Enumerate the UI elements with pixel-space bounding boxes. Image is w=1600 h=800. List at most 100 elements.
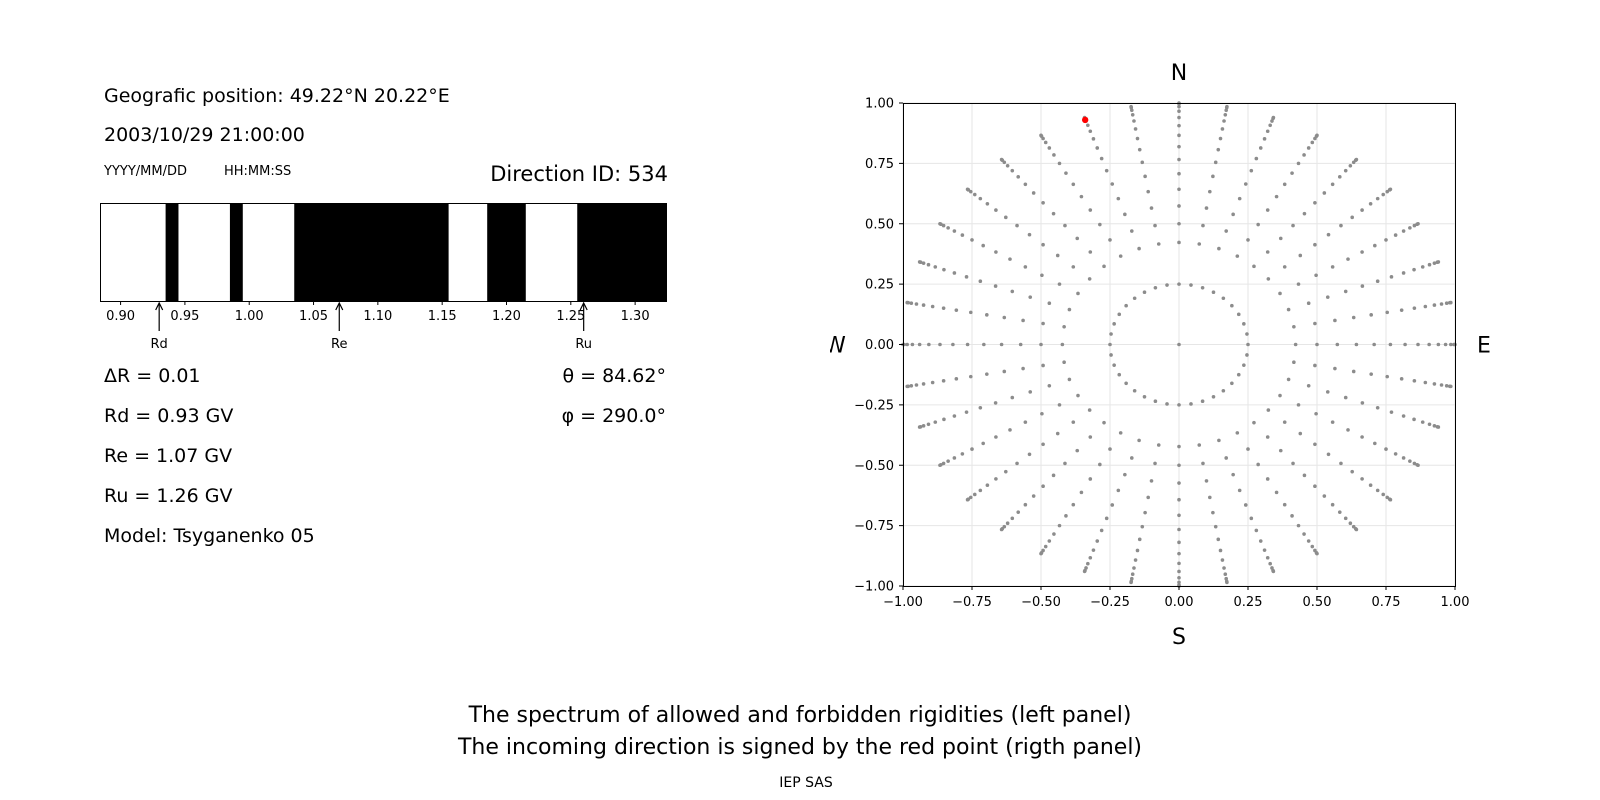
direction-point xyxy=(1102,420,1106,425)
direction-point xyxy=(1016,175,1021,179)
direction-point xyxy=(1224,456,1228,460)
direction-point xyxy=(1099,156,1104,161)
direction-point xyxy=(1076,393,1080,398)
direction-point xyxy=(1055,253,1060,258)
direction-point xyxy=(1208,189,1212,194)
direction-point xyxy=(1258,539,1263,543)
direction-point xyxy=(1375,279,1380,284)
direction-point xyxy=(1079,194,1084,199)
direction-point xyxy=(942,267,946,272)
compass-south: S xyxy=(1172,625,1186,650)
direction-point xyxy=(1393,452,1398,456)
direction-point xyxy=(960,452,965,456)
direction-point xyxy=(1218,136,1223,141)
direction-point xyxy=(1412,461,1417,466)
direction-point xyxy=(1230,303,1234,308)
direction-point xyxy=(1088,435,1093,439)
direction-point xyxy=(905,384,909,389)
direction-point xyxy=(1133,558,1138,562)
direction-point xyxy=(1222,119,1226,123)
direction-point xyxy=(952,414,957,418)
direction-point xyxy=(1274,490,1279,495)
direction-point xyxy=(1443,342,1448,347)
direction-point xyxy=(1286,307,1291,312)
direction-point xyxy=(981,441,985,446)
direction-point xyxy=(1123,472,1127,477)
direction-point xyxy=(1130,572,1135,577)
direction-point xyxy=(1132,296,1137,301)
direction-point xyxy=(1142,394,1147,399)
direction-point xyxy=(1156,242,1161,246)
direction-point xyxy=(968,374,973,379)
direction-point xyxy=(909,383,914,388)
direction-point xyxy=(1220,558,1225,562)
direction-point xyxy=(1015,223,1019,228)
direction-point xyxy=(1436,260,1441,264)
direction-point xyxy=(1310,140,1315,145)
x-tick-label: −1.00 xyxy=(883,595,923,610)
direction-point xyxy=(1177,109,1181,114)
direction-point xyxy=(1432,261,1437,265)
direction-point xyxy=(1268,123,1272,128)
direction-point xyxy=(1368,483,1373,487)
direction-point xyxy=(1153,223,1157,228)
direction-point xyxy=(1372,342,1376,347)
marker-arrow-head xyxy=(579,301,588,311)
direction-point xyxy=(1010,395,1015,400)
marker-label-ru: Ru xyxy=(575,337,592,352)
direction-point xyxy=(1008,257,1012,261)
direction-point xyxy=(1075,448,1080,453)
direction-point xyxy=(1274,194,1279,199)
direction-point xyxy=(1265,555,1270,560)
spectrum-frame xyxy=(100,203,667,302)
direction-point xyxy=(921,261,926,265)
direction-point xyxy=(1444,383,1449,388)
direction-point xyxy=(1177,569,1181,574)
direction-point xyxy=(1211,510,1215,515)
direction-point xyxy=(938,221,942,226)
x-tick-label: −0.75 xyxy=(952,595,992,610)
direction-point xyxy=(1177,133,1181,138)
direction-point xyxy=(1104,168,1109,173)
direction-point xyxy=(1088,129,1093,134)
direction-point xyxy=(1095,539,1100,543)
direction-point xyxy=(1375,196,1380,201)
direction-point xyxy=(954,308,959,312)
ru-value: Ru = 1.26 GV xyxy=(104,485,233,507)
direction-point xyxy=(1224,108,1228,113)
direction-point xyxy=(1330,420,1335,424)
direction-point xyxy=(1130,108,1134,113)
direction-point xyxy=(1149,479,1154,483)
direction-point xyxy=(1133,127,1138,131)
forbidden-band xyxy=(487,203,526,301)
direction-point xyxy=(1343,168,1348,173)
direction-point xyxy=(1132,566,1136,570)
direction-point xyxy=(1381,192,1386,197)
direction-point xyxy=(1423,380,1428,385)
direction-point xyxy=(1123,212,1127,217)
direction-point xyxy=(1313,242,1317,247)
direction-point xyxy=(1177,403,1181,407)
direction-point xyxy=(1118,254,1123,258)
direction-point xyxy=(972,192,977,197)
direction-point xyxy=(1075,236,1080,241)
direction-point xyxy=(1325,295,1330,299)
direction-point xyxy=(1110,503,1115,507)
direction-point xyxy=(1306,146,1311,150)
direction-point xyxy=(1385,310,1390,315)
direction-point xyxy=(938,463,942,468)
direction-point xyxy=(1067,377,1072,382)
direction-point xyxy=(1223,572,1228,577)
direction-point xyxy=(1116,488,1121,493)
direction-point xyxy=(1351,369,1356,374)
direction-point xyxy=(1177,115,1181,120)
direction-point xyxy=(993,284,998,288)
direction-point xyxy=(978,196,983,201)
direction-point xyxy=(1130,112,1135,117)
y-tick-label: −1.00 xyxy=(854,580,894,595)
direction-point xyxy=(1291,461,1295,466)
direction-point xyxy=(921,424,926,428)
direction-point xyxy=(1368,202,1373,206)
direction-point xyxy=(933,265,938,269)
direction-point xyxy=(1235,431,1240,435)
